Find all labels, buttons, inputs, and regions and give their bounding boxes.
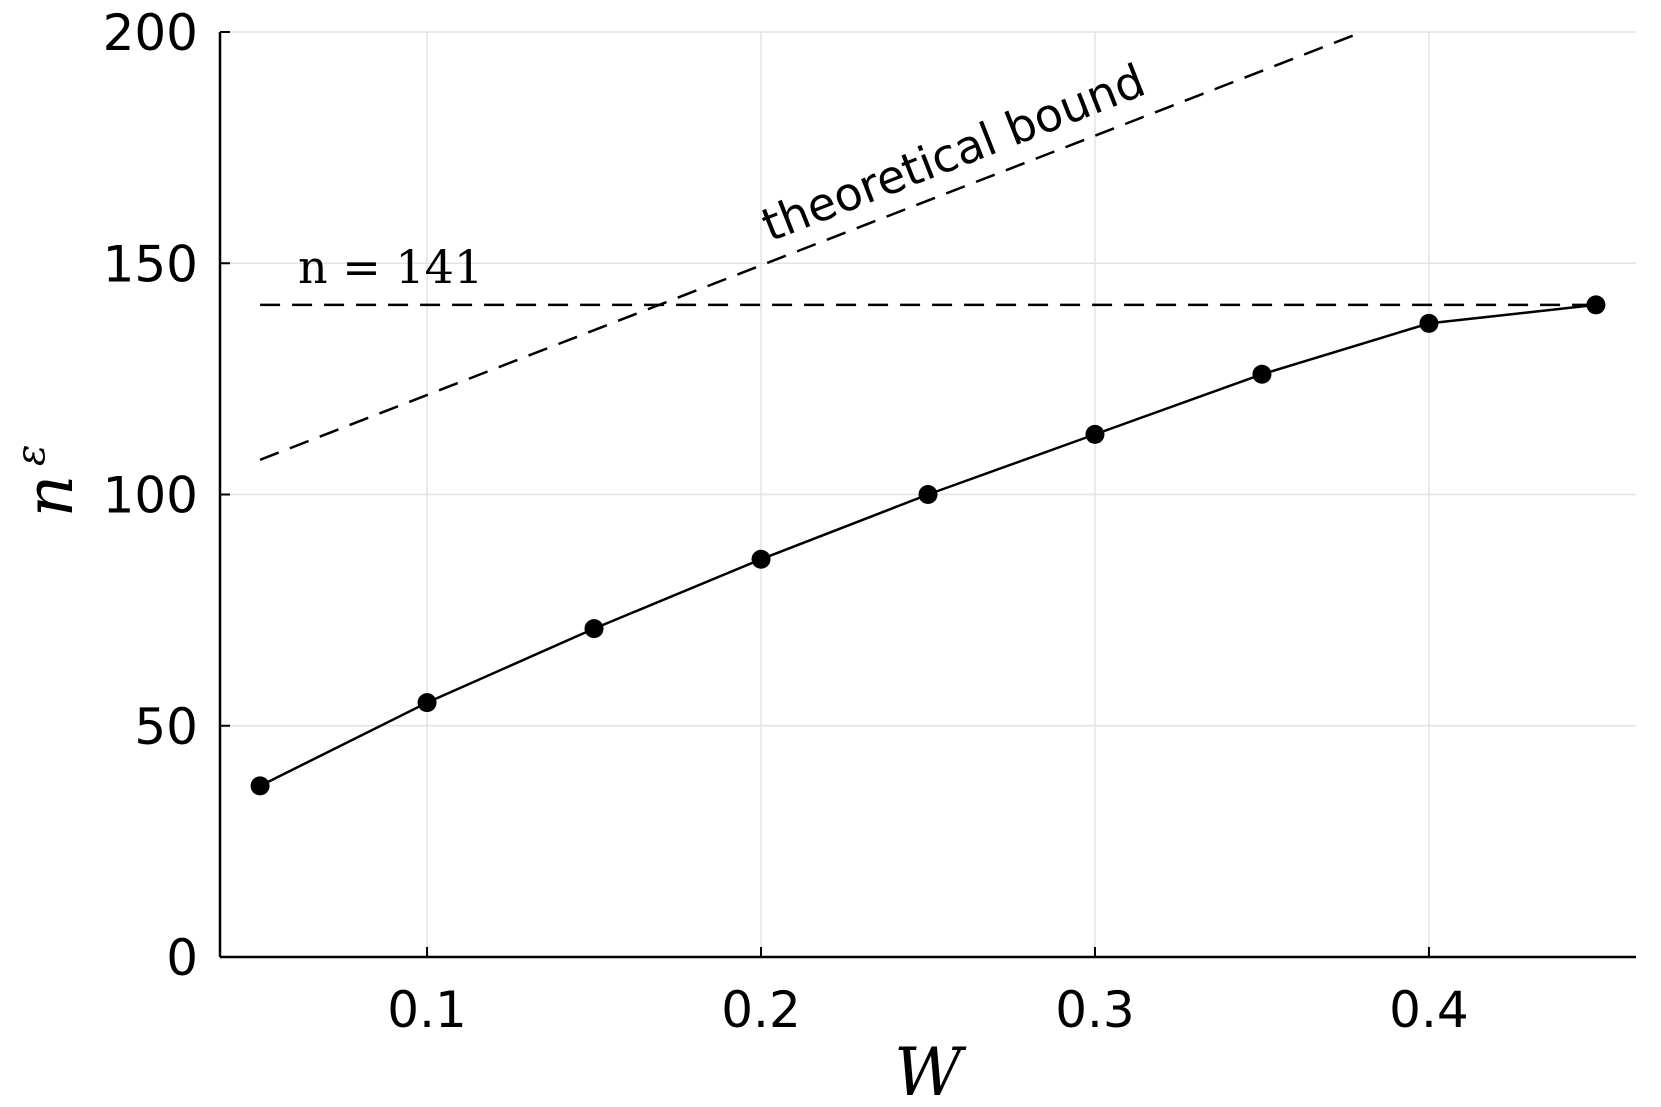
x-tick-label: 0.2 [721, 981, 801, 1039]
x-tick-label: 0.4 [1389, 981, 1469, 1039]
y-tick-label: 0 [166, 929, 198, 987]
data-point [751, 549, 771, 569]
data-point [584, 619, 604, 639]
annotation-n-141: n = 141 [298, 240, 483, 294]
data-point [1085, 424, 1105, 444]
ticks: 0.1 0.2 0.3 0.4 0 50 100 150 200 [103, 4, 1469, 1039]
series-line [259, 303, 1597, 787]
y-axis-title-superscript: ε [8, 445, 54, 466]
x-tick-label: 0.1 [387, 981, 467, 1039]
data-point [918, 485, 938, 504]
y-tick-label: 150 [103, 235, 198, 293]
data-point [1419, 313, 1439, 333]
y-axis-title: n [11, 475, 88, 518]
y-tick-label: 50 [134, 698, 198, 756]
reference-lines [259, 30, 1596, 461]
annotation-theoretical-bound: theoretical bound [754, 53, 1152, 252]
reference-line-theoretical-bound [259, 30, 1363, 461]
data-point [1252, 364, 1272, 384]
data-point [250, 776, 270, 796]
data-point [417, 693, 437, 713]
y-tick-label: 200 [103, 4, 198, 62]
y-tick-label: 100 [103, 467, 198, 525]
x-tick-label: 0.3 [1055, 981, 1135, 1039]
series [250, 295, 1606, 796]
x-axis-title: W [894, 1034, 967, 1107]
data-point [1586, 295, 1606, 315]
